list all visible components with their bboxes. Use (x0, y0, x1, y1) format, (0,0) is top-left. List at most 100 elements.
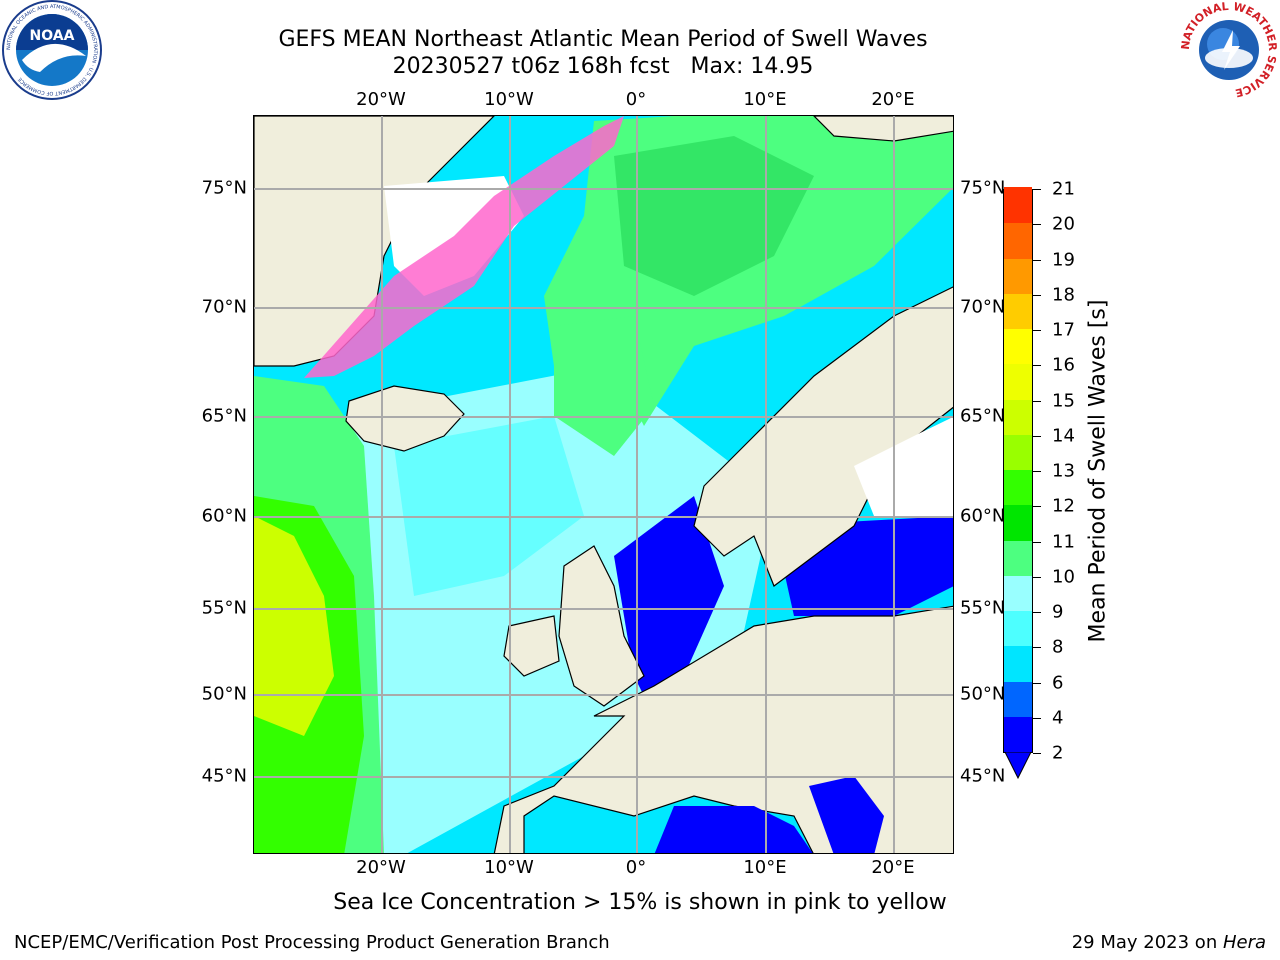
lat-label-right-65n: 65°N (960, 405, 1006, 427)
colorbar-tick (1033, 435, 1041, 437)
mediterranean-sea (654, 806, 813, 853)
noaa-logo-text: NOAA (30, 28, 75, 44)
lat-label-right-45n: 45°N (960, 765, 1006, 787)
colorbar-segment (1004, 645, 1032, 682)
lat-label-right-55n: 55°N (960, 597, 1006, 619)
lat-label-left-50n: 50°N (201, 683, 247, 705)
lat-label-left-65n: 65°N (201, 405, 247, 427)
colorbar-tick-label: 18 (1052, 284, 1075, 306)
colorbar-segment (1004, 610, 1032, 647)
colorbar-tick (1033, 400, 1041, 402)
lat-label-left-60n: 60°N (201, 505, 247, 527)
colorbar-segment (1004, 257, 1032, 294)
colorbar-tick (1033, 365, 1041, 367)
colorbar-tick (1033, 612, 1041, 613)
swell-13-14s-west (254, 516, 334, 736)
lon-label-top-20e: 20°E (871, 89, 915, 110)
colorbar-tick-label: 19 (1052, 249, 1075, 270)
map-title: GEFS MEAN Northeast Atlantic Mean Period… (278, 27, 928, 52)
colorbar-segment (1004, 469, 1032, 506)
iceland-land (345, 385, 465, 452)
colorbar-segment (1004, 716, 1032, 752)
lat-label-right-60n: 60°N (960, 505, 1006, 527)
colorbar-tick-label: 4 (1052, 707, 1064, 729)
sea-ice-footnote: Sea Ice Concentration > 15% is shown in … (333, 890, 947, 915)
swell-9-10s-norwegian-sea (554, 316, 654, 456)
colorbar-tick (1033, 259, 1041, 261)
colorbar-segment (1004, 363, 1032, 400)
colorbar-segment (1004, 680, 1032, 717)
lat-label-right-50n: 50°N (960, 683, 1006, 705)
ireland-land (503, 615, 560, 677)
lon-label-top-20w: 20°W (356, 89, 406, 110)
swell-10-11s-north (614, 136, 814, 296)
lon-label-bottom-0: 0° (625, 857, 647, 878)
colorbar-tick (1033, 541, 1041, 543)
colorbar-segment (1004, 328, 1032, 365)
colorbar-tick (1033, 647, 1041, 649)
swell-7-8s-zone (394, 416, 584, 596)
lon-label-top-0: 0° (625, 89, 647, 110)
lat-label-left-55n: 55°N (201, 597, 247, 619)
colorbar-tick-label: 9 (1052, 601, 1064, 623)
colorbar-segment (1004, 187, 1032, 224)
footer-date-text: 29 May 2023 on (1071, 932, 1223, 953)
colorbar-segment (1004, 293, 1032, 329)
lat-label-right-70n: 70°N (960, 296, 1006, 318)
colorbar-tick (1033, 682, 1041, 684)
lon-label-top-10e: 10°E (743, 89, 787, 110)
colorbar-tick-label: 13 (1052, 460, 1075, 482)
adriatic-sea (809, 776, 884, 853)
colorbar-tick-label: 10 (1052, 566, 1075, 588)
lon-label-bottom-10w: 10°W (484, 857, 534, 878)
colorbar-tick-label: 6 (1052, 672, 1064, 693)
footer-date: 29 May 2023 on Hera (1072, 932, 1266, 953)
colorbar-tick (1033, 576, 1041, 578)
svalbard-land (813, 116, 953, 142)
map-panel (253, 115, 954, 854)
lat-label-left-70n: 70°N (201, 296, 247, 318)
colorbar (1003, 187, 1033, 753)
colorbar-tick (1033, 506, 1041, 508)
noaa-logo: NOAA NATIONAL OCEANIC AND ATMOSPHERIC AD… (0, 0, 104, 100)
colorbar-underflow-arrow (1005, 752, 1032, 780)
lon-label-bottom-20w: 20°W (356, 857, 406, 878)
colorbar-tick (1033, 717, 1041, 719)
colorbar-tick-label: 8 (1052, 636, 1064, 658)
colorbar-segment (1004, 575, 1032, 611)
colorbar-tick-label: 15 (1052, 390, 1075, 411)
colorbar-tick-label: 11 (1052, 531, 1075, 552)
great-britain-land (558, 545, 645, 707)
lat-label-right-75n: 75°N (960, 177, 1006, 199)
map-subtitle: 20230527 t06z 168h fcst Max: 14.95 (392, 54, 814, 79)
greenland-land (254, 116, 495, 367)
colorbar-segment (1004, 434, 1032, 470)
colorbar-tick-label: 12 (1052, 495, 1075, 517)
footer-organization: NCEP/EMC/Verification Post Processing Pr… (14, 932, 610, 953)
colorbar-tick (1033, 753, 1041, 754)
colorbar-tick-label: 16 (1052, 354, 1075, 376)
lon-label-bottom-20e: 20°E (871, 857, 915, 878)
lon-label-bottom-10e: 10°E (743, 857, 787, 878)
colorbar-tick (1033, 224, 1041, 226)
footer-host: Hera (1222, 932, 1266, 953)
colorbar-tick-label: 2 (1052, 742, 1064, 764)
gulf-of-bothnia-white (854, 416, 953, 516)
colorbar-tick-label: 14 (1052, 425, 1075, 447)
nws-logo: NATIONAL WEATHER SERVICE (1178, 0, 1280, 100)
sea-ice-edge (304, 116, 624, 378)
colorbar-tick-label: 17 (1052, 319, 1075, 341)
graticule (254, 116, 953, 853)
colorbar-segment (1004, 398, 1032, 435)
swell-low-north-sea (614, 496, 724, 716)
colorbar-segment (1004, 504, 1032, 541)
colorbar-tick-label: 21 (1052, 178, 1075, 200)
colorbar-tick-label: 20 (1052, 213, 1075, 235)
lat-label-left-45n: 45°N (201, 765, 247, 787)
map-svg (254, 116, 953, 853)
lon-label-top-10w: 10°W (484, 89, 534, 110)
colorbar-segment (1004, 539, 1032, 576)
colorbar-tick (1033, 471, 1041, 472)
lat-label-left-75n: 75°N (201, 177, 247, 199)
colorbar-tick (1033, 330, 1041, 331)
